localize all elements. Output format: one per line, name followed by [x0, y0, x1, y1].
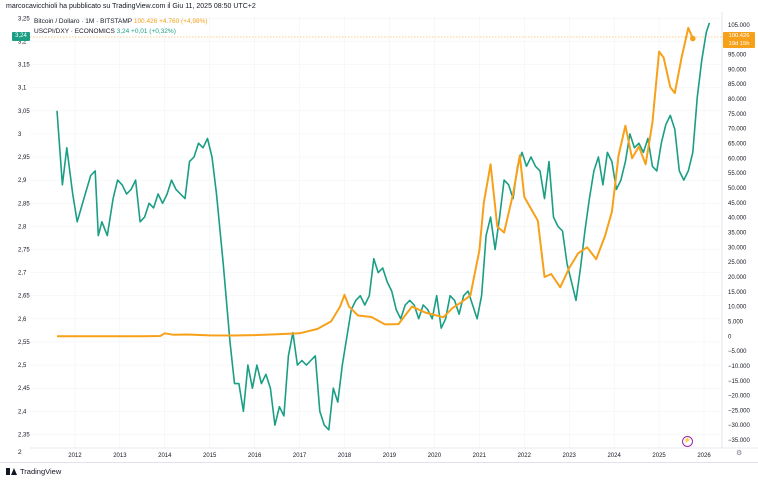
left-axis-tick: 2,4 — [18, 409, 27, 415]
legend-cpi-label: USCPI/DXY · ECONOMICS — [34, 28, 115, 35]
right-axis-tick: 45.000 — [728, 201, 747, 207]
right-axis-tick: 90.000 — [728, 67, 747, 73]
grid-lines — [30, 16, 722, 448]
right-axis-tick: 15.000 — [728, 290, 747, 296]
time-axis-tick: 2017 — [293, 453, 307, 459]
scale-label[interactable]: 2 — [18, 449, 22, 456]
left-axis-tick: 3,1 — [18, 86, 27, 92]
right-axis-tick: −25.000 — [728, 408, 751, 414]
right-axis-tick: −10.000 — [728, 364, 751, 370]
right-axis-tick: −35.000 — [728, 438, 751, 444]
left-axis-tick: 3,05 — [18, 109, 30, 115]
time-axis-tick: 2024 — [607, 453, 621, 459]
time-axis-tick: 2015 — [203, 453, 217, 459]
left-axis-tick: 2,45 — [18, 386, 30, 392]
legend-row-cpi[interactable]: USCPI/DXY · ECONOMICS 3,24 +0,01 (+0,32%… — [34, 27, 208, 37]
right-axis-tick: 55.000 — [728, 171, 747, 177]
right-axis-tick: 10.000 — [728, 305, 747, 311]
right-axis-tick: −30.000 — [728, 423, 751, 429]
right-axis-tick: 20.000 — [728, 275, 747, 281]
left-axis-tick: 2,8 — [18, 224, 27, 230]
publisher-credit: marcocavicchioli ha pubblicato su Tradin… — [6, 3, 256, 10]
right-axis-tick: 35.000 — [728, 230, 747, 236]
chart-legend: Bitcoin / Dollaro · 1M · BITSTAMP 100.42… — [34, 17, 208, 37]
time-axis-tick: 2026 — [697, 453, 711, 459]
right-axis-labels: 105.000100.00095.00090.00085.00080.00075… — [728, 23, 751, 444]
right-axis-tick: 75.000 — [728, 112, 747, 118]
right-axis-tick: 0 — [728, 334, 732, 340]
right-axis-tick: −5.000 — [728, 349, 747, 355]
left-axis-tick: 2,5 — [18, 363, 27, 369]
right-axis-tick: −20.000 — [728, 394, 751, 400]
legend-row-bitcoin[interactable]: Bitcoin / Dollaro · 1M · BITSTAMP 100.42… — [34, 17, 208, 27]
right-axis-tick: −15.000 — [728, 379, 751, 385]
left-axis-tick: 2,6 — [18, 317, 27, 323]
bitcoin-last-point[interactable] — [689, 35, 696, 42]
left-axis-tick: 2,85 — [18, 201, 30, 207]
right-axis-tick: 95.000 — [728, 53, 747, 59]
left-axis-tick: 3,2 — [18, 39, 27, 45]
legend-bitcoin-value: 100.426 +4.760 (+4,98%) — [133, 18, 208, 25]
left-value-badge: 3,24 — [12, 32, 30, 41]
time-axis-tick: 2013 — [113, 453, 127, 459]
left-axis-tick: 2,75 — [18, 247, 30, 253]
time-axis-tick: 2023 — [563, 453, 577, 459]
left-axis-tick: 3,25 — [18, 16, 30, 22]
lightning-icon[interactable]: ⚡ — [682, 436, 693, 447]
right-axis-tick: 60.000 — [728, 156, 747, 162]
legend-cpi-value: 3,24 +0,01 (+0,32%) — [116, 28, 176, 35]
right-axis-tick: 50.000 — [728, 186, 747, 192]
cpi-dxy-line[interactable] — [56, 22, 711, 431]
time-axis-tick: 2025 — [652, 453, 666, 459]
right-axis-tick: 30.000 — [728, 245, 747, 251]
time-axis-tick: 2020 — [428, 453, 442, 459]
right-axis-tick: 65.000 — [728, 142, 747, 148]
left-axis-tick: 2,65 — [18, 294, 30, 300]
left-axis-tick: 2,35 — [18, 432, 30, 438]
right-value-countdown: 19d 15h — [728, 41, 750, 47]
left-axis-tick: 2,9 — [18, 178, 27, 184]
right-axis-tick: 40.000 — [728, 216, 747, 222]
time-axis-tick: 2012 — [68, 453, 82, 459]
left-axis-tick: 2,55 — [18, 340, 30, 346]
legend-bitcoin-label: Bitcoin / Dollaro · 1M · BITSTAMP — [34, 18, 133, 25]
series-lines — [56, 22, 711, 431]
time-axis-tick: 2019 — [383, 453, 397, 459]
time-axis-tick: 2018 — [338, 453, 352, 459]
left-axis-labels: 3,25 3,2 3,15 3,1 3,05 3 2,95 2,9 2,85 2,8 2,75 2,7… — [18, 16, 30, 438]
gear-icon[interactable]: ⚙ — [736, 450, 743, 457]
tradingview-logo-text: TradingView — [20, 467, 62, 476]
right-value-price: 100.426 — [728, 33, 750, 39]
time-axis-labels: 2012 2013 2014 2015 2016 2017 2018 2019 2020 2021… — [68, 453, 711, 459]
time-axis-tick: 2016 — [248, 453, 262, 459]
left-axis-tick: 2,7 — [18, 271, 27, 277]
tradingview-logo[interactable]: TradingView — [6, 467, 61, 476]
right-axis-tick: 5.000 — [728, 319, 744, 325]
right-axis-tick: 25.000 — [728, 260, 747, 266]
left-axis-tick: 3,15 — [18, 63, 30, 69]
footer-bar — [0, 462, 758, 481]
time-axis-tick: 2021 — [473, 453, 487, 459]
time-axis-tick: 2014 — [158, 453, 172, 459]
right-axis-tick: 80.000 — [728, 97, 747, 103]
right-axis-tick: 85.000 — [728, 82, 747, 88]
right-axis-tick: 105.000 — [728, 23, 750, 29]
tradingview-logo-icon — [6, 468, 17, 475]
left-axis-tick: 2,95 — [18, 155, 30, 161]
time-axis-tick: 2022 — [518, 453, 532, 459]
bitcoin-line[interactable] — [57, 26, 694, 338]
right-value-badge: 100.426 19d 15h — [723, 32, 755, 48]
right-axis-tick: 70.000 — [728, 127, 747, 133]
left-axis-tick: 3 — [18, 132, 22, 138]
